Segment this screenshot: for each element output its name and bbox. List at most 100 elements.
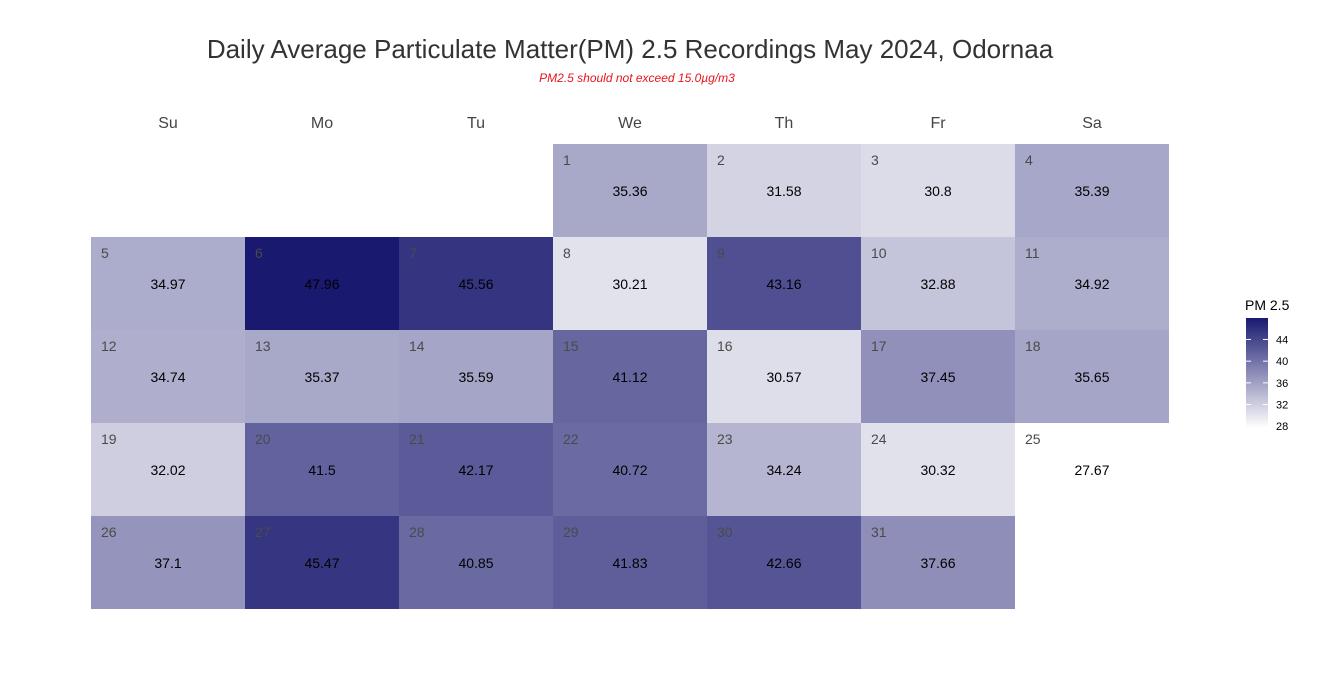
day-cell-tile — [861, 423, 1015, 516]
day-value: 30.8 — [924, 183, 951, 199]
day-cell-26: 26 37.1 — [91, 516, 245, 609]
day-cell-tile — [861, 144, 1015, 237]
day-cell-18: 18 35.65 — [1015, 330, 1169, 423]
day-value: 35.65 — [1074, 369, 1109, 385]
day-cell-30: 30 42.66 — [707, 516, 861, 609]
day-cell-21: 21 42.17 — [399, 423, 553, 516]
day-cell-tile — [707, 144, 861, 237]
day-number: 29 — [563, 524, 579, 540]
day-cell-6: 647.96 — [245, 237, 399, 330]
day-cell-tile — [245, 516, 399, 609]
day-number: 3 — [871, 152, 879, 168]
day-number: 28 — [409, 524, 425, 540]
day-cell-4: 435.39 — [1015, 144, 1169, 237]
weekday-label-mo: Mo — [311, 115, 333, 132]
day-cell-tile — [399, 237, 553, 330]
day-value: 45.56 — [458, 276, 493, 292]
legend-ticks: 28 32 36 40 44 — [1246, 334, 1288, 433]
day-number: 8 — [563, 245, 571, 261]
weekday-label-we: We — [618, 115, 642, 132]
day-value: 27.67 — [1074, 462, 1109, 478]
legend-tick-label: 28 — [1276, 421, 1288, 433]
day-cell-tile — [245, 423, 399, 516]
day-number: 26 — [101, 524, 117, 540]
day-cell-14: 14 35.59 — [399, 330, 553, 423]
day-cell-27: 27 45.47 — [245, 516, 399, 609]
day-number: 11 — [1025, 245, 1040, 261]
day-cell-tile — [861, 516, 1015, 609]
day-cell-23: 23 34.24 — [707, 423, 861, 516]
day-value: 30.32 — [920, 462, 955, 478]
day-cell-17: 17 37.45 — [861, 330, 1015, 423]
day-number: 24 — [871, 431, 887, 447]
color-legend: PM 2.5 28 32 36 40 44 — [1245, 297, 1290, 433]
day-number: 7 — [409, 245, 417, 261]
day-cell-tile — [553, 237, 707, 330]
day-value: 35.59 — [458, 369, 493, 385]
chart-subtitle: PM2.5 should not exceed 15.0µg/m3 — [539, 71, 735, 85]
day-cell-13: 13 35.37 — [245, 330, 399, 423]
day-value: 34.97 — [150, 276, 185, 292]
day-cell-11: 11 34.92 — [1015, 237, 1169, 330]
day-number: 15 — [563, 338, 579, 354]
day-value: 31.58 — [766, 183, 801, 199]
day-cell-16: 16 30.57 — [707, 330, 861, 423]
day-value: 35.36 — [612, 183, 647, 199]
day-cell-10: 10 32.88 — [861, 237, 1015, 330]
day-cell-12: 12 34.74 — [91, 330, 245, 423]
day-value: 37.45 — [920, 369, 955, 385]
day-cell-tile — [91, 330, 245, 423]
day-value: 32.02 — [150, 462, 185, 478]
day-number: 27 — [255, 524, 271, 540]
day-cell-20: 20 41.5 — [245, 423, 399, 516]
day-number: 21 — [409, 431, 425, 447]
day-cell-tile — [399, 423, 553, 516]
day-cell-tile — [245, 237, 399, 330]
day-value: 32.88 — [920, 276, 955, 292]
day-cell-8: 830.21 — [553, 237, 707, 330]
day-number: 6 — [255, 245, 263, 261]
day-cell-tile — [861, 330, 1015, 423]
day-value: 41.12 — [612, 369, 647, 385]
day-cell-tile — [861, 237, 1015, 330]
day-value: 37.1 — [154, 555, 181, 571]
day-cell-31: 31 37.66 — [861, 516, 1015, 609]
day-number: 18 — [1025, 338, 1041, 354]
day-cell-5: 534.97 — [91, 237, 245, 330]
legend-title: PM 2.5 — [1245, 297, 1290, 313]
day-cell-tile — [1015, 144, 1169, 237]
day-cell-25: 25 27.67 — [1015, 423, 1169, 516]
day-number: 17 — [871, 338, 887, 354]
day-cell-24: 24 30.32 — [861, 423, 1015, 516]
weekday-label-fr: Fr — [930, 115, 946, 132]
day-number: 22 — [563, 431, 579, 447]
day-cell-tile — [399, 330, 553, 423]
day-cell-9: 943.16 — [707, 237, 861, 330]
weekday-label-th: Th — [775, 115, 794, 132]
day-number: 2 — [717, 152, 725, 168]
day-cell-7: 745.56 — [399, 237, 553, 330]
day-cell-tile — [91, 237, 245, 330]
chart-title: Daily Average Particulate Matter(PM) 2.5… — [207, 34, 1054, 64]
day-value: 42.66 — [766, 555, 801, 571]
day-cell-tile — [707, 516, 861, 609]
calendar-cells: 135.36231.58330.8435.39534.97647.96745.5… — [91, 144, 1169, 609]
day-cell-tile — [1015, 237, 1169, 330]
day-number: 9 — [717, 245, 725, 261]
day-cell-tile — [91, 423, 245, 516]
day-cell-19: 19 32.02 — [91, 423, 245, 516]
day-value: 40.72 — [612, 462, 647, 478]
day-number: 30 — [717, 524, 733, 540]
day-cell-3: 330.8 — [861, 144, 1015, 237]
day-cell-tile — [553, 144, 707, 237]
weekday-label-tu: Tu — [467, 115, 485, 132]
day-value: 30.57 — [766, 369, 801, 385]
day-value: 34.92 — [1074, 276, 1109, 292]
day-value: 35.37 — [304, 369, 339, 385]
day-value: 34.24 — [766, 462, 801, 478]
day-value: 42.17 — [458, 462, 493, 478]
day-value: 41.5 — [308, 462, 335, 478]
day-number: 1 — [563, 152, 571, 168]
day-number: 4 — [1025, 152, 1033, 168]
